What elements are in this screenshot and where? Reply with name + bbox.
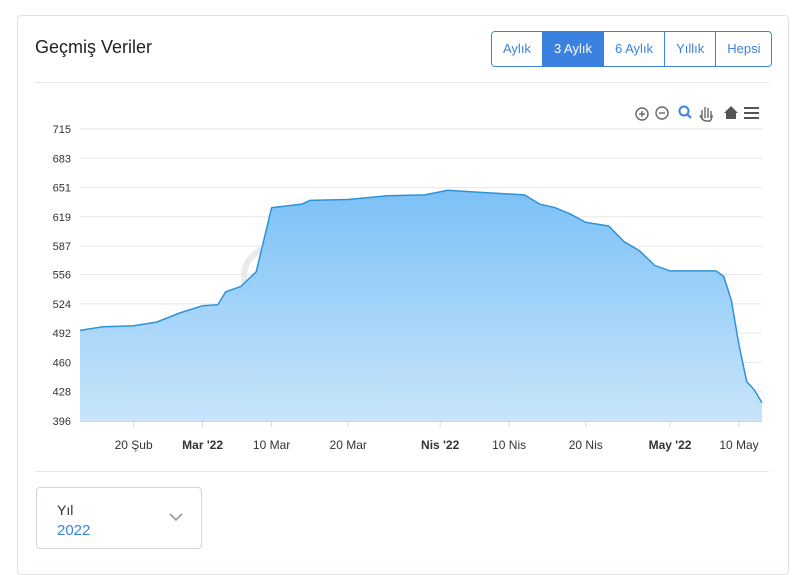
area (80, 190, 762, 421)
y-tick-label: 524 (53, 299, 71, 311)
pan-icon[interactable] (699, 107, 713, 122)
range-button[interactable]: Yıllık (664, 32, 716, 66)
y-tick-label: 715 (53, 124, 71, 136)
zoom-out-icon[interactable] (655, 106, 669, 120)
x-tick-label: Mar '22 (182, 438, 223, 452)
x-tick-label: 10 Nis (492, 438, 526, 452)
year-select[interactable]: Yıl 2022 (36, 487, 202, 549)
x-tick-label: 20 Mar (330, 438, 367, 452)
x-tick-label: May '22 (649, 438, 692, 452)
x-tick-label: Nis '22 (421, 438, 460, 452)
select-label: Yıl (57, 502, 74, 518)
toolbar (635, 105, 759, 122)
zoom-in-icon[interactable] (635, 107, 649, 121)
y-tick-label: 556 (53, 270, 71, 282)
x-tick-label: 20 Nis (569, 438, 603, 452)
y-tick-label: 460 (53, 357, 71, 369)
card-title: Geçmiş Veriler (35, 37, 153, 57)
divider (35, 82, 769, 83)
chart: inşaatnoktası396428460492524556587619651… (53, 105, 763, 452)
y-tick-label: 492 (53, 328, 71, 340)
zoom-icon[interactable] (678, 105, 692, 119)
menu-icon[interactable] (744, 107, 759, 119)
range-buttons: Aylık 3 Aylık 6 Aylık Yıllık Hepsi (491, 31, 773, 67)
x-tick-label: 20 Şub (115, 438, 153, 452)
x-tick-label: 10 May (719, 438, 758, 452)
x-tick-label: 10 Mar (253, 438, 290, 452)
range-button[interactable]: 6 Aylık (603, 32, 665, 66)
y-tick-label: 619 (53, 212, 71, 224)
range-button[interactable]: Aylık (492, 32, 542, 66)
range-button[interactable]: Hepsi (715, 32, 772, 66)
home-icon[interactable] (724, 106, 738, 119)
y-tick-label: 428 (53, 387, 71, 399)
y-tick-label: 683 (53, 153, 71, 165)
divider (35, 471, 769, 472)
y-tick-label: 587 (53, 241, 71, 253)
line (79, 189, 763, 404)
page: { "header": {"title": "Geçmiş Veriler"},… (17, 15, 789, 575)
chevron (169, 513, 183, 522)
range-button[interactable]: 3 Aylık (541, 32, 603, 66)
y-tick-label: 396 (53, 416, 71, 428)
y-tick-label: 651 (53, 183, 71, 195)
select-value: 2022 (57, 522, 91, 539)
